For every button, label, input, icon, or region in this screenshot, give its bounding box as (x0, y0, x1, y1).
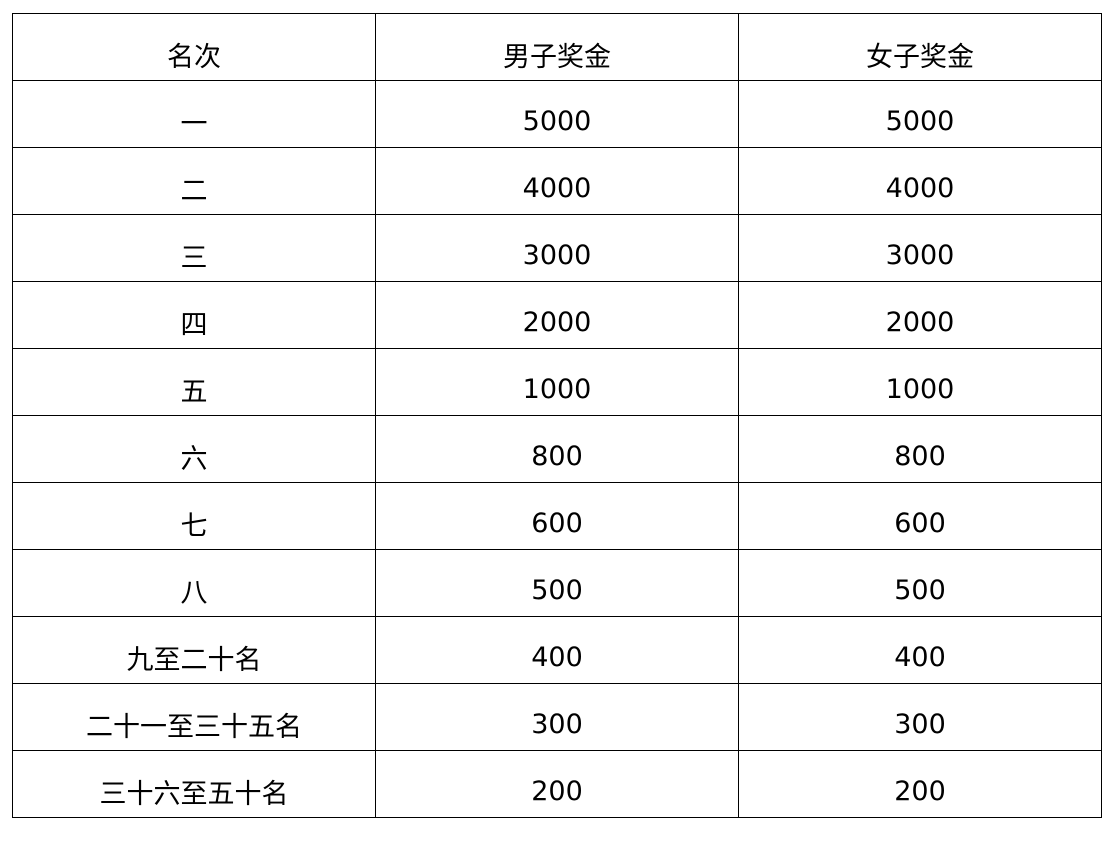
table-row: 九至二十名 400 400 (12, 616, 1102, 684)
cell-men-prize: 500 (375, 549, 739, 617)
header-men-prize: 男子奖金 (375, 13, 739, 81)
header-rank: 名次 (12, 13, 376, 81)
cell-men-prize: 600 (375, 482, 739, 550)
table-row: 一 5000 5000 (12, 80, 1102, 148)
cell-women-prize: 800 (738, 415, 1102, 483)
cell-rank: 四 (12, 281, 376, 349)
cell-rank: 七 (12, 482, 376, 550)
table-row: 二 4000 4000 (12, 147, 1102, 215)
cell-women-prize: 600 (738, 482, 1102, 550)
cell-women-prize: 1000 (738, 348, 1102, 416)
table-row: 三十六至五十名 200 200 (12, 750, 1102, 818)
header-women-prize: 女子奖金 (738, 13, 1102, 81)
table-row: 五 1000 1000 (12, 348, 1102, 416)
cell-men-prize: 300 (375, 683, 739, 751)
cell-men-prize: 2000 (375, 281, 739, 349)
cell-rank: 一 (12, 80, 376, 148)
cell-rank: 三 (12, 214, 376, 282)
cell-women-prize: 4000 (738, 147, 1102, 215)
cell-rank: 六 (12, 415, 376, 483)
cell-rank: 三十六至五十名 (12, 750, 376, 818)
prize-table: 名次 男子奖金 女子奖金 一 5000 5000 二 4000 4000 三 3000 3000… (12, 13, 1102, 818)
cell-rank: 九至二十名 (12, 616, 376, 684)
cell-women-prize: 400 (738, 616, 1102, 684)
header-row: 名次 男子奖金 女子奖金 (12, 13, 1102, 81)
table-row: 四 2000 2000 (12, 281, 1102, 349)
cell-women-prize: 3000 (738, 214, 1102, 282)
cell-women-prize: 500 (738, 549, 1102, 617)
cell-rank: 二十一至三十五名 (12, 683, 376, 751)
cell-women-prize: 300 (738, 683, 1102, 751)
cell-women-prize: 5000 (738, 80, 1102, 148)
cell-men-prize: 1000 (375, 348, 739, 416)
cell-rank: 二 (12, 147, 376, 215)
cell-women-prize: 2000 (738, 281, 1102, 349)
cell-men-prize: 5000 (375, 80, 739, 148)
table-row: 七 600 600 (12, 482, 1102, 550)
cell-men-prize: 4000 (375, 147, 739, 215)
cell-women-prize: 200 (738, 750, 1102, 818)
cell-rank: 八 (12, 549, 376, 617)
cell-men-prize: 3000 (375, 214, 739, 282)
table-body: 一 5000 5000 二 4000 4000 三 3000 3000 四 2000 2000 五 100… (12, 80, 1102, 818)
table-row: 二十一至三十五名 300 300 (12, 683, 1102, 751)
table-row: 八 500 500 (12, 549, 1102, 617)
cell-rank: 五 (12, 348, 376, 416)
cell-men-prize: 800 (375, 415, 739, 483)
table-row: 六 800 800 (12, 415, 1102, 483)
cell-men-prize: 200 (375, 750, 739, 818)
table-row: 三 3000 3000 (12, 214, 1102, 282)
cell-men-prize: 400 (375, 616, 739, 684)
